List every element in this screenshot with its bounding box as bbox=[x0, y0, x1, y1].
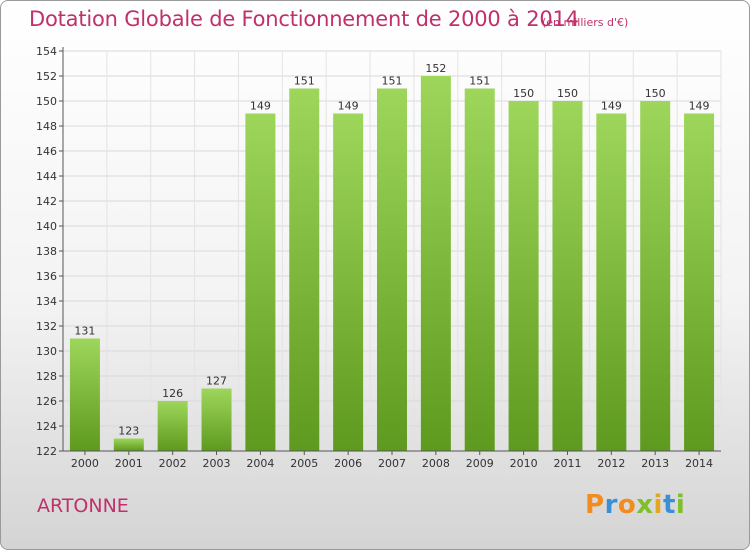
proxiti-logo: Proxiti bbox=[585, 490, 685, 520]
x-tick-label: 2010 bbox=[510, 457, 538, 470]
data-label: 150 bbox=[557, 87, 578, 100]
data-label: 150 bbox=[645, 87, 666, 100]
commune-name: ARTONNE bbox=[37, 495, 129, 517]
x-tick-label: 2014 bbox=[685, 457, 713, 470]
bar bbox=[69, 338, 100, 451]
y-tick-label: 128 bbox=[36, 370, 57, 383]
bar bbox=[289, 88, 320, 451]
data-label: 149 bbox=[250, 100, 271, 113]
x-tick-label: 2013 bbox=[641, 457, 669, 470]
logo-letter: i bbox=[653, 490, 663, 520]
data-label: 151 bbox=[469, 75, 490, 88]
x-tick-label: 2003 bbox=[203, 457, 231, 470]
y-tick-label: 140 bbox=[36, 220, 57, 233]
y-tick-label: 122 bbox=[36, 445, 57, 458]
bar bbox=[201, 388, 232, 451]
y-tick-label: 132 bbox=[36, 320, 57, 333]
bar bbox=[596, 113, 627, 451]
y-tick-label: 154 bbox=[36, 45, 57, 58]
bar bbox=[157, 401, 188, 451]
x-tick-label: 2007 bbox=[378, 457, 406, 470]
bar bbox=[113, 438, 144, 451]
data-label: 149 bbox=[689, 100, 710, 113]
x-tick-label: 2001 bbox=[115, 457, 143, 470]
y-tick-label: 148 bbox=[36, 120, 57, 133]
y-tick-label: 124 bbox=[36, 420, 57, 433]
bar bbox=[245, 113, 276, 451]
y-tick-label: 130 bbox=[36, 345, 57, 358]
bar bbox=[552, 101, 583, 451]
bar bbox=[640, 101, 671, 451]
bar bbox=[377, 88, 407, 451]
data-label: 131 bbox=[74, 325, 95, 338]
x-tick-label: 2004 bbox=[246, 457, 274, 470]
logo-letter: P bbox=[585, 490, 605, 520]
y-tick-label: 138 bbox=[36, 245, 57, 258]
data-label: 126 bbox=[162, 387, 183, 400]
x-tick-label: 2000 bbox=[71, 457, 99, 470]
y-tick-label: 142 bbox=[36, 195, 57, 208]
data-label: 150 bbox=[513, 87, 534, 100]
data-label: 149 bbox=[338, 100, 359, 113]
bar bbox=[420, 76, 451, 451]
y-tick-label: 136 bbox=[36, 270, 57, 283]
y-tick-label: 144 bbox=[36, 170, 57, 183]
data-label: 152 bbox=[425, 62, 446, 75]
bar bbox=[684, 113, 715, 451]
bar bbox=[333, 113, 364, 451]
x-tick-label: 2008 bbox=[422, 457, 450, 470]
bar bbox=[464, 88, 495, 451]
y-tick-label: 146 bbox=[36, 145, 57, 158]
chart-unit: (en milliers d'€) bbox=[542, 16, 629, 29]
x-tick-label: 2006 bbox=[334, 457, 362, 470]
logo-letter: t bbox=[662, 490, 676, 520]
data-label: 151 bbox=[382, 75, 403, 88]
chart-title: Dotation Globale de Fonctionnement de 20… bbox=[29, 7, 579, 31]
logo-letter: i bbox=[675, 490, 686, 520]
x-tick-label: 2002 bbox=[159, 457, 187, 470]
logo-letter: x bbox=[636, 490, 654, 520]
x-tick-label: 2009 bbox=[466, 457, 494, 470]
logo-letter: r bbox=[604, 490, 618, 520]
axes: 122 124 126 128 130 132 134 136 138 140 142 144 146 1… bbox=[36, 45, 721, 470]
data-label: 123 bbox=[118, 425, 139, 438]
bar bbox=[508, 101, 539, 451]
data-label: 127 bbox=[206, 375, 227, 388]
data-label: 149 bbox=[601, 100, 622, 113]
y-tick-label: 152 bbox=[36, 70, 57, 83]
y-tick-label: 150 bbox=[36, 95, 57, 108]
x-tick-label: 2012 bbox=[597, 457, 625, 470]
x-tick-label: 2011 bbox=[553, 457, 581, 470]
y-tick-label: 134 bbox=[36, 295, 57, 308]
y-tick-label: 126 bbox=[36, 395, 57, 408]
data-label: 151 bbox=[294, 75, 315, 88]
logo-letter: o bbox=[617, 490, 637, 520]
x-tick-label: 2005 bbox=[290, 457, 318, 470]
bars: 131 123 126 127 149 151 149 151 152 151 150 150 149 1… bbox=[69, 62, 715, 451]
